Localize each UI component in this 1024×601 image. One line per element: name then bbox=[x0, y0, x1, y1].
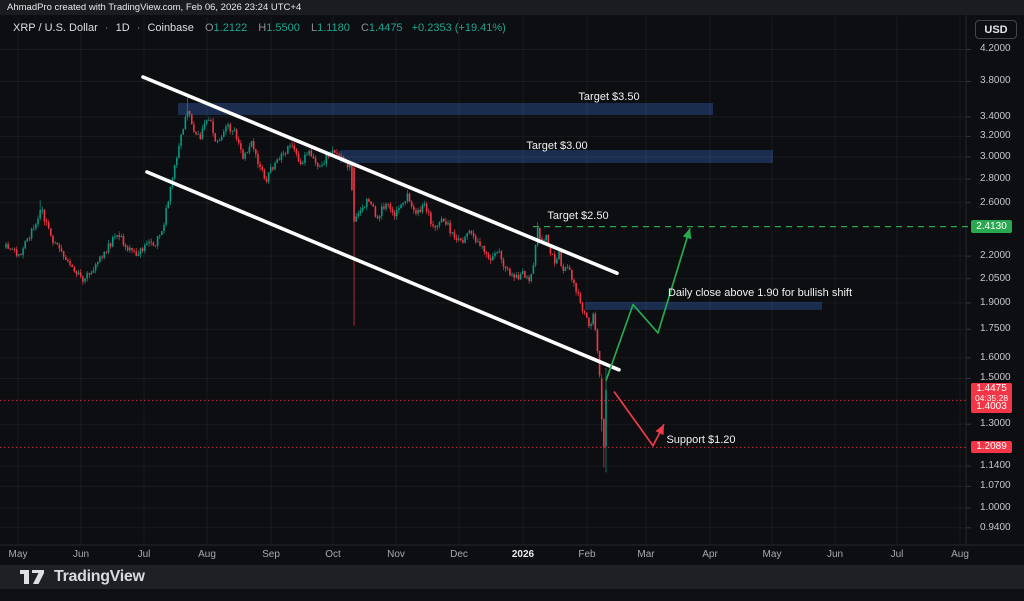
target-250-label[interactable]: Target $2.50 bbox=[547, 210, 609, 222]
price-axis-label: 1.0000 bbox=[980, 502, 1011, 513]
attribution-text: AhmadPro created with TradingView.com, F… bbox=[7, 2, 302, 13]
price-axis-label: 3.4000 bbox=[980, 111, 1011, 122]
alert-price-label-2: 1.2089 bbox=[971, 441, 1012, 453]
price-axis-label: 2.8000 bbox=[980, 173, 1011, 184]
price-axis-label: 3.8000 bbox=[980, 75, 1011, 86]
candlestick-chart[interactable] bbox=[0, 15, 1024, 565]
legend-separator: · bbox=[136, 22, 141, 34]
time-axis-label: May bbox=[762, 549, 782, 560]
price-axis-label: 0.9400 bbox=[980, 522, 1011, 533]
time-axis-label: May bbox=[8, 549, 28, 560]
time-axis-label: Aug bbox=[198, 549, 216, 560]
time-axis-label: Sep bbox=[262, 549, 280, 560]
high-value: 1.5500 bbox=[266, 22, 300, 34]
price-axis-label: 1.9000 bbox=[980, 297, 1011, 308]
time-axis-label: Feb bbox=[578, 549, 596, 560]
high-letter: H bbox=[258, 22, 267, 34]
time-axis-label: Jul bbox=[137, 549, 151, 560]
currency-toggle-button[interactable]: USD bbox=[975, 20, 1017, 39]
symbol-title[interactable]: XRP / U.S. Dollar bbox=[13, 22, 98, 34]
legend-separator: · bbox=[104, 22, 109, 34]
target-price-label: 2.4130 bbox=[971, 220, 1012, 233]
target-350-box[interactable] bbox=[178, 103, 713, 115]
price-axis-label: 2.6000 bbox=[980, 197, 1011, 208]
tradingview-brand[interactable]: TradingView bbox=[54, 568, 145, 585]
footer-lower-strip bbox=[0, 589, 1024, 601]
current-price-label: 1.4475 04:35:28 bbox=[971, 383, 1012, 403]
tradingview-logo-icon[interactable] bbox=[20, 569, 45, 585]
time-axis-label: 2026 bbox=[511, 549, 535, 560]
symbol-legend[interactable]: XRP / U.S. Dollar · 1D · Coinbase O1.212… bbox=[13, 22, 506, 34]
time-axis-label: Nov bbox=[387, 549, 405, 560]
target-300-label[interactable]: Target $3.00 bbox=[526, 140, 588, 152]
low-letter: L bbox=[310, 22, 318, 34]
change-value: +0.2353 (+19.41%) bbox=[411, 22, 506, 34]
price-axis-label: 1.5000 bbox=[980, 372, 1011, 383]
exchange-label: Coinbase bbox=[147, 22, 194, 34]
chart-area[interactable]: XRP / U.S. Dollar · 1D · Coinbase O1.212… bbox=[0, 15, 1024, 565]
price-axis-label: 2.0500 bbox=[980, 273, 1011, 284]
target-350-label[interactable]: Target $3.50 bbox=[578, 91, 640, 103]
target-300-box[interactable] bbox=[340, 150, 773, 163]
price-axis-label: 4.2000 bbox=[980, 43, 1011, 54]
candlestick-series[interactable] bbox=[5, 93, 607, 473]
bullish-shift-box[interactable] bbox=[585, 301, 822, 310]
open-value: 1.2122 bbox=[213, 22, 248, 34]
interval-label[interactable]: 1D bbox=[115, 22, 130, 34]
time-axis-label: Aug bbox=[951, 549, 969, 560]
price-axis-label: 2.2000 bbox=[980, 250, 1011, 261]
bullish-scenario-arrow[interactable] bbox=[605, 228, 692, 381]
price-axis-label: 1.3000 bbox=[980, 418, 1011, 429]
time-axis-label: Oct bbox=[325, 549, 341, 560]
support-120-label[interactable]: Support $1.20 bbox=[666, 434, 736, 446]
alert-price-label-1: 1.4003 bbox=[971, 401, 1012, 413]
channel-lower-trendline[interactable] bbox=[145, 170, 621, 372]
attribution-bar: AhmadPro created with TradingView.com, F… bbox=[0, 0, 1024, 15]
footer-bar: TradingView bbox=[0, 565, 1024, 589]
open-letter: O bbox=[204, 22, 214, 34]
price-axis-label: 1.7500 bbox=[980, 323, 1011, 334]
time-axis-label: Jul bbox=[890, 549, 904, 560]
channel-upper-trendline[interactable] bbox=[141, 75, 619, 276]
bullish-shift-label[interactable]: Daily close above 1.90 for bullish shift bbox=[667, 287, 853, 299]
price-axis-label: 3.0000 bbox=[980, 151, 1011, 162]
time-axis-label: Mar bbox=[637, 549, 655, 560]
time-axis-label: Apr bbox=[702, 549, 718, 560]
price-axis-label: 1.6000 bbox=[980, 352, 1011, 363]
time-axis-label: Dec bbox=[450, 549, 468, 560]
time-axis-label: Jun bbox=[826, 549, 844, 560]
time-axis-label: Jun bbox=[72, 549, 90, 560]
bearish-scenario-arrow[interactable] bbox=[613, 391, 665, 447]
price-axis-label: 3.2000 bbox=[980, 130, 1011, 141]
price-axis-label: 1.1400 bbox=[980, 460, 1011, 471]
close-value: 1.4475 bbox=[368, 22, 403, 34]
low-value: 1.1180 bbox=[317, 22, 350, 34]
close-letter: C bbox=[360, 22, 369, 34]
price-axis-label: 1.0700 bbox=[980, 480, 1011, 491]
gridlines bbox=[0, 17, 971, 545]
